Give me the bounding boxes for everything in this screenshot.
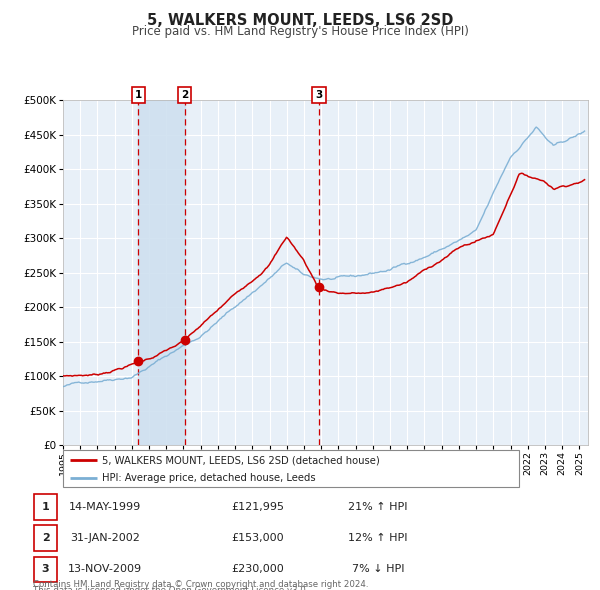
Text: 3: 3 xyxy=(42,565,49,574)
Text: 13-NOV-2009: 13-NOV-2009 xyxy=(68,565,142,574)
Text: 31-JAN-2002: 31-JAN-2002 xyxy=(70,533,140,543)
Text: £230,000: £230,000 xyxy=(232,565,284,574)
Text: 5, WALKERS MOUNT, LEEDS, LS6 2SD (detached house): 5, WALKERS MOUNT, LEEDS, LS6 2SD (detach… xyxy=(102,455,380,466)
Text: HPI: Average price, detached house, Leeds: HPI: Average price, detached house, Leed… xyxy=(102,473,316,483)
Text: 2: 2 xyxy=(42,533,49,543)
Text: 2: 2 xyxy=(181,90,188,100)
Text: 5, WALKERS MOUNT, LEEDS, LS6 2SD: 5, WALKERS MOUNT, LEEDS, LS6 2SD xyxy=(147,13,453,28)
Text: 1: 1 xyxy=(134,90,142,100)
Text: 14-MAY-1999: 14-MAY-1999 xyxy=(69,502,141,512)
Bar xyxy=(138,100,185,445)
FancyBboxPatch shape xyxy=(34,525,57,551)
Text: £121,995: £121,995 xyxy=(232,502,284,512)
FancyBboxPatch shape xyxy=(34,556,57,582)
Text: £153,000: £153,000 xyxy=(232,533,284,543)
FancyBboxPatch shape xyxy=(34,494,57,520)
Text: 12% ↑ HPI: 12% ↑ HPI xyxy=(348,533,408,543)
Text: 1: 1 xyxy=(42,502,49,512)
Text: This data is licensed under the Open Government Licence v3.0.: This data is licensed under the Open Gov… xyxy=(33,586,308,590)
FancyBboxPatch shape xyxy=(63,450,519,487)
Text: Contains HM Land Registry data © Crown copyright and database right 2024.: Contains HM Land Registry data © Crown c… xyxy=(33,580,368,589)
Text: 3: 3 xyxy=(316,90,323,100)
Text: 7% ↓ HPI: 7% ↓ HPI xyxy=(352,565,404,574)
Text: Price paid vs. HM Land Registry's House Price Index (HPI): Price paid vs. HM Land Registry's House … xyxy=(131,25,469,38)
Text: 21% ↑ HPI: 21% ↑ HPI xyxy=(348,502,408,512)
